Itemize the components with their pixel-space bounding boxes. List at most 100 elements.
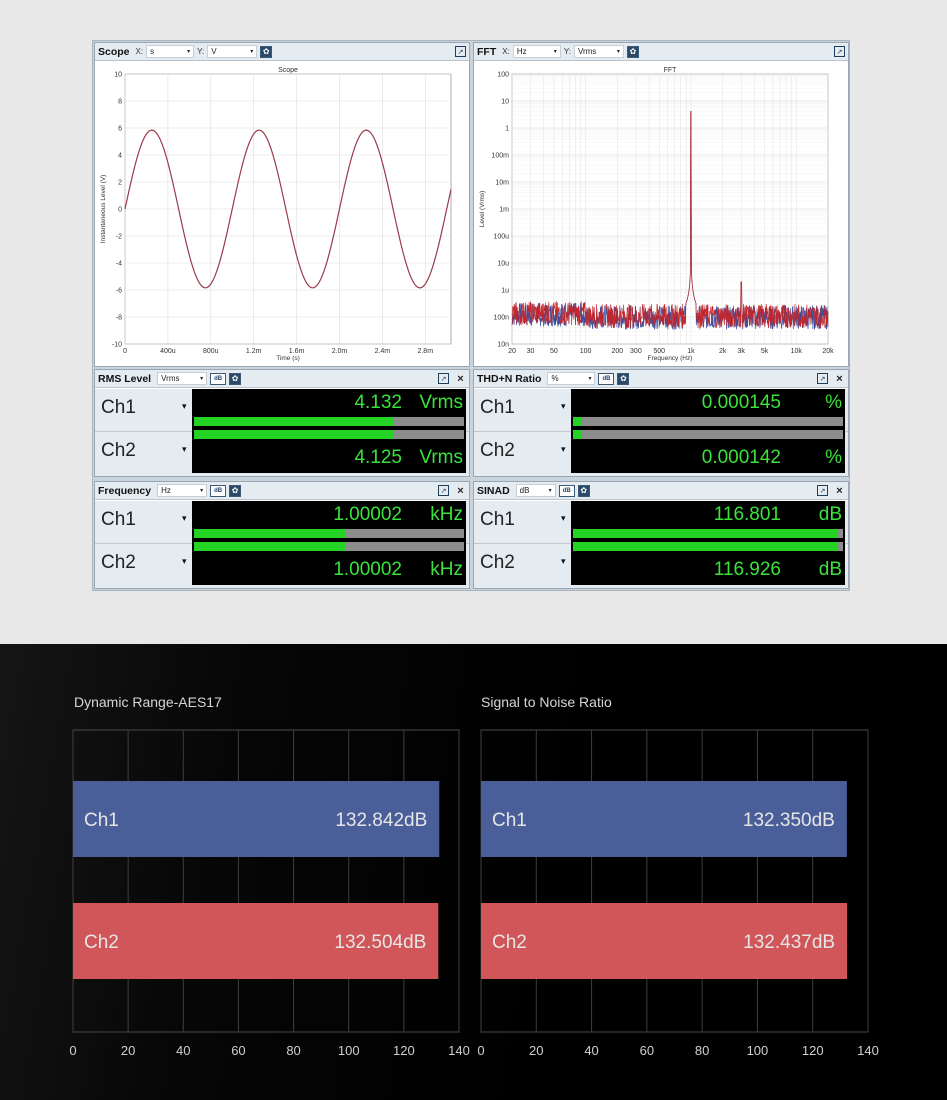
frequency-ch1-row: Ch1 ▾ [95, 501, 469, 543]
frequency-unit-select[interactable]: Hz ▾ [157, 484, 208, 497]
rms-ch1-row: Ch1 ▾ [95, 389, 469, 431]
scope-x-tick-label: 2.0m [332, 348, 348, 355]
frequency-popout-button[interactable]: ↗ [438, 485, 449, 496]
rms-display-mode-button[interactable]: dB [210, 372, 227, 385]
bar-x-tick-label: 140 [448, 1043, 470, 1058]
fft-y-tick-label: 100m [491, 153, 509, 160]
fft-settings-button[interactable]: ✿ [626, 45, 639, 58]
popout-icon: ↗ [440, 375, 447, 383]
chevron-down-icon: ▾ [187, 49, 191, 55]
sinad-ch2-value: 116.926 [713, 559, 781, 580]
scope-x-tick-label: 2.4m [375, 348, 391, 355]
fft-popout-button[interactable]: ↗ [834, 46, 845, 57]
scope-y-unit-select[interactable]: V ▾ [207, 45, 258, 58]
scope-y-tick-label: 10 [114, 72, 122, 79]
thdn-ch2-level-fill [573, 430, 582, 439]
sinad-popout-button[interactable]: ↗ [817, 485, 828, 496]
rms-ch2-value: 4.125 [354, 447, 402, 468]
dynamic-range-chart-title: Dynamic Range-AES17 [74, 694, 222, 710]
sinad-close-button[interactable]: × [834, 485, 845, 497]
fft-x-unit-select[interactable]: Hz ▾ [512, 45, 561, 58]
snr-chart: Signal to Noise Ratio 0 20 40 60 80 100 120 140… [470, 644, 947, 1100]
chevron-down-icon[interactable]: ▾ [561, 401, 566, 411]
bar-category-label: Ch1 [492, 810, 527, 831]
gear-icon: ✿ [629, 46, 637, 56]
thdn-close-button[interactable]: × [834, 372, 845, 385]
scope-y-tick-label: -2 [116, 234, 122, 241]
gear-icon: ✿ [580, 485, 588, 495]
sinad-meter-body: Ch1 ▾ Ch2 ▾ 116.801 dB 116.926 dB [474, 501, 848, 588]
fft-x-tick-label: 10k [791, 348, 803, 355]
scope-y-tick-label: -10 [112, 342, 122, 349]
sinad-ch2-level-bar [573, 542, 843, 551]
scope-panel-title: Scope [98, 45, 130, 58]
scope-panel: Scope X: s ▾ Y: V ▾ ✿ ↗ Scope 10 8 6 4 2 0 -2 -4 -6… [94, 42, 470, 367]
fft-x-tick-label: 20 [508, 348, 516, 355]
rms-ch2-row: Ch2 ▾ [95, 432, 469, 474]
scope-graph-title: Scope [278, 67, 298, 74]
frequency-display-mode-button[interactable]: dB [210, 484, 227, 497]
thdn-display-mode-button[interactable]: dB [598, 372, 615, 385]
thdn-title: THD+N Ratio [477, 372, 542, 385]
frequency-meter-body: Ch1 ▾ Ch2 ▾ 1.00002 kHz 1.00002 kHz [95, 501, 469, 588]
thdn-ch2-unit: % [825, 447, 842, 468]
rms-popout-button[interactable]: ↗ [438, 373, 449, 384]
frequency-settings-button[interactable]: ✿ [229, 484, 242, 497]
rms-level-panel-header: RMS Level Vrms ▾ dB ✿ ↗ × [95, 370, 469, 388]
fft-panel: FFT X: Hz ▾ Y: Vrms ▾ ✿ ↗ FFT 100 10 1 100m 10m… [473, 42, 849, 367]
chevron-down-icon[interactable]: ▾ [561, 444, 566, 454]
frequency-ch2-level-fill [194, 542, 346, 551]
frequency-ch1-label: Ch1 [101, 509, 136, 530]
rms-unit-select[interactable]: Vrms ▾ [157, 372, 208, 385]
frequency-ch2-level-bar [194, 542, 464, 551]
fft-x-tick-label: 3k [738, 348, 746, 355]
fft-y-unit-select[interactable]: Vrms ▾ [573, 45, 624, 58]
scope-y-tick-label: -8 [116, 315, 122, 322]
popout-icon: ↗ [819, 487, 826, 495]
rms-level-panel: RMS Level Vrms ▾ dB ✿ ↗ × Ch1 ▾ Ch2 ▾ 4.1… [94, 369, 470, 477]
fft-y-tick-label: 10u [497, 261, 509, 268]
rms-ch2-label: Ch2 [101, 440, 136, 461]
rms-ch1-label: Ch1 [101, 397, 136, 418]
scope-x-unit-select[interactable]: s ▾ [146, 45, 195, 58]
rms-level-title: RMS Level [98, 372, 152, 385]
thdn-unit-select[interactable]: % ▾ [547, 372, 596, 385]
thdn-popout-button[interactable]: ↗ [817, 373, 828, 384]
sinad-unit-select[interactable]: dB ▾ [515, 484, 556, 497]
rms-readout-display: 4.132 Vrms 4.125 Vrms [192, 389, 466, 473]
bar-value-label: 132.504dB [334, 932, 426, 953]
scope-y-tick-label: 6 [118, 126, 122, 133]
bar-x-tick-label: 0 [477, 1043, 484, 1058]
fft-x-tick-label: 200 [611, 348, 623, 355]
chevron-down-icon[interactable]: ▾ [182, 444, 187, 454]
bar-x-tick-label: 120 [802, 1043, 824, 1058]
fft-x-tick-label: 30 [527, 348, 535, 355]
chevron-down-icon[interactable]: ▾ [561, 513, 566, 523]
sinad-settings-button[interactable]: ✿ [577, 484, 590, 497]
chevron-down-icon[interactable]: ▾ [561, 556, 566, 566]
scope-x-tick-label: 1.6m [289, 348, 305, 355]
chevron-down-icon[interactable]: ▾ [182, 513, 187, 523]
scope-settings-button[interactable]: ✿ [260, 45, 273, 58]
chevron-down-icon[interactable]: ▾ [182, 401, 187, 411]
chevron-down-icon[interactable]: ▾ [182, 556, 187, 566]
bar-x-tick-label: 100 [747, 1043, 769, 1058]
sinad-display-mode-button[interactable]: dB [558, 484, 575, 497]
scope-popout-button[interactable]: ↗ [455, 46, 466, 57]
bar-value-label: 132.437dB [743, 932, 835, 953]
close-icon: × [457, 372, 464, 385]
close-icon: × [836, 372, 843, 385]
rms-close-button[interactable]: × [455, 372, 466, 385]
frequency-title: Frequency [98, 484, 152, 497]
thdn-panel-header: THD+N Ratio % ▾ dB ✿ ↗ × [474, 370, 848, 388]
frequency-close-button[interactable]: × [455, 485, 466, 497]
bar-category-label: Ch2 [492, 932, 527, 953]
scope-y-tick-label: 8 [118, 99, 122, 106]
fft-y-tick-label: 100 [497, 72, 509, 79]
rms-settings-button[interactable]: ✿ [229, 372, 242, 385]
frequency-ch1-value: 1.00002 [333, 504, 402, 525]
thdn-settings-button[interactable]: ✿ [617, 372, 630, 385]
rms-ch1-unit: Vrms [419, 392, 463, 413]
